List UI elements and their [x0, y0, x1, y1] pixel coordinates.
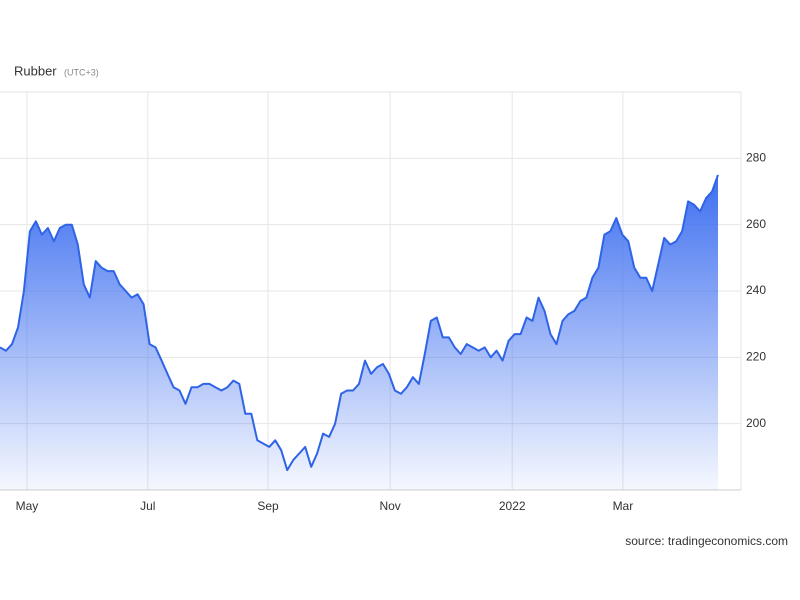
x-tick-label: Jul: [140, 499, 155, 513]
area-fill: [0, 174, 719, 490]
y-tick-label: 240: [746, 283, 766, 297]
y-tick-label: 200: [746, 416, 766, 430]
x-tick-label: 2022: [499, 499, 526, 513]
y-tick-label: 260: [746, 217, 766, 231]
x-tick-label: Mar: [613, 499, 634, 513]
x-tick-label: Nov: [379, 499, 400, 513]
chart-title: Rubber: [14, 63, 57, 78]
y-tick-label: 280: [746, 151, 766, 165]
source: source: tradingeconomics.com: [625, 534, 788, 548]
x-tick-label: Sep: [257, 499, 279, 513]
y-tick-label: 220: [746, 350, 766, 364]
x-tick-label: May: [16, 499, 39, 513]
line: [0, 174, 719, 472]
chart-subtitle: (UTC+3): [64, 67, 99, 77]
